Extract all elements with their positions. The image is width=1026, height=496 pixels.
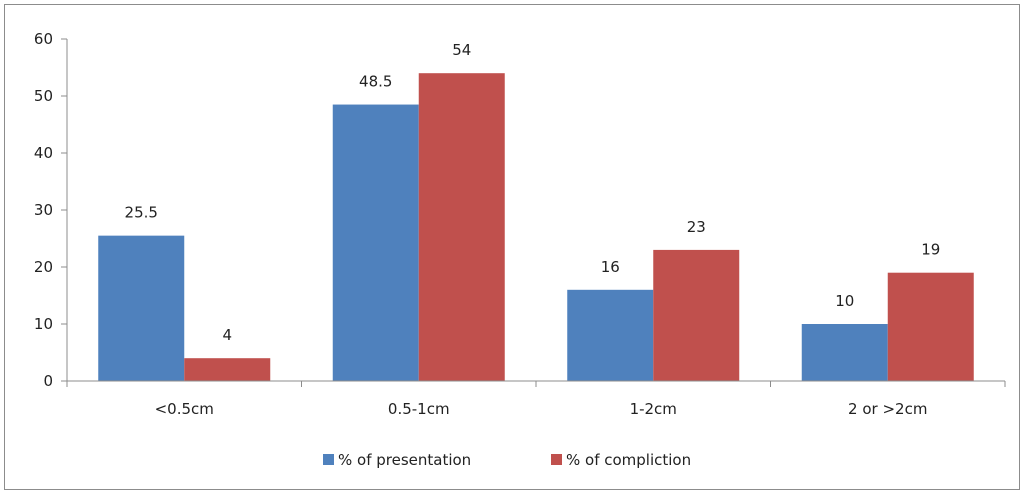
y-tick-label: 0 <box>43 372 53 390</box>
legend: % of presentation % of compliction <box>323 451 691 469</box>
data-label: 16 <box>601 258 620 276</box>
y-tick-label: 10 <box>34 315 53 333</box>
y-tick-label: 60 <box>34 30 53 48</box>
bar <box>98 235 185 381</box>
bar <box>418 73 505 381</box>
bar <box>567 289 654 381</box>
bars <box>98 73 974 382</box>
bar-chart: 0 10 20 30 40 50 60 25.5 4 48.5 54 16 23 10 19 <0.5cm… <box>34 30 1006 469</box>
bar <box>801 324 888 381</box>
data-label: 4 <box>222 326 232 344</box>
bar <box>332 104 419 382</box>
bar <box>184 358 271 381</box>
y-tick-label: 40 <box>34 144 53 162</box>
data-label: 25.5 <box>125 204 158 222</box>
legend-label: % of presentation <box>338 451 471 469</box>
data-label: 48.5 <box>359 73 392 91</box>
y-tick-label: 20 <box>34 258 53 276</box>
data-label: 23 <box>687 218 706 236</box>
y-tick-label: 30 <box>34 201 53 219</box>
data-labels: 25.5 4 48.5 54 16 23 10 19 <box>125 41 941 344</box>
x-axis: <0.5cm 0.5-1cm 1-2cm 2 or >2cm <box>66 380 1006 418</box>
bar <box>887 272 974 381</box>
y-axis: 0 10 20 30 40 50 60 <box>34 30 68 390</box>
data-label: 10 <box>835 292 854 310</box>
x-tick-label: <0.5cm <box>155 400 214 418</box>
legend-label: % of compliction <box>566 451 691 469</box>
legend-swatch <box>323 454 334 465</box>
y-tick-label: 50 <box>34 87 53 105</box>
x-tick-label: 2 or >2cm <box>848 400 927 418</box>
data-label: 19 <box>921 241 940 259</box>
legend-swatch <box>551 454 562 465</box>
x-tick-label: 0.5-1cm <box>388 400 450 418</box>
data-label: 54 <box>452 41 471 59</box>
bar <box>653 249 740 381</box>
chart-area: 0 10 20 30 40 50 60 25.5 4 48.5 54 16 23 10 19 <0.5cm… <box>4 4 1020 490</box>
x-tick-label: 1-2cm <box>630 400 677 418</box>
